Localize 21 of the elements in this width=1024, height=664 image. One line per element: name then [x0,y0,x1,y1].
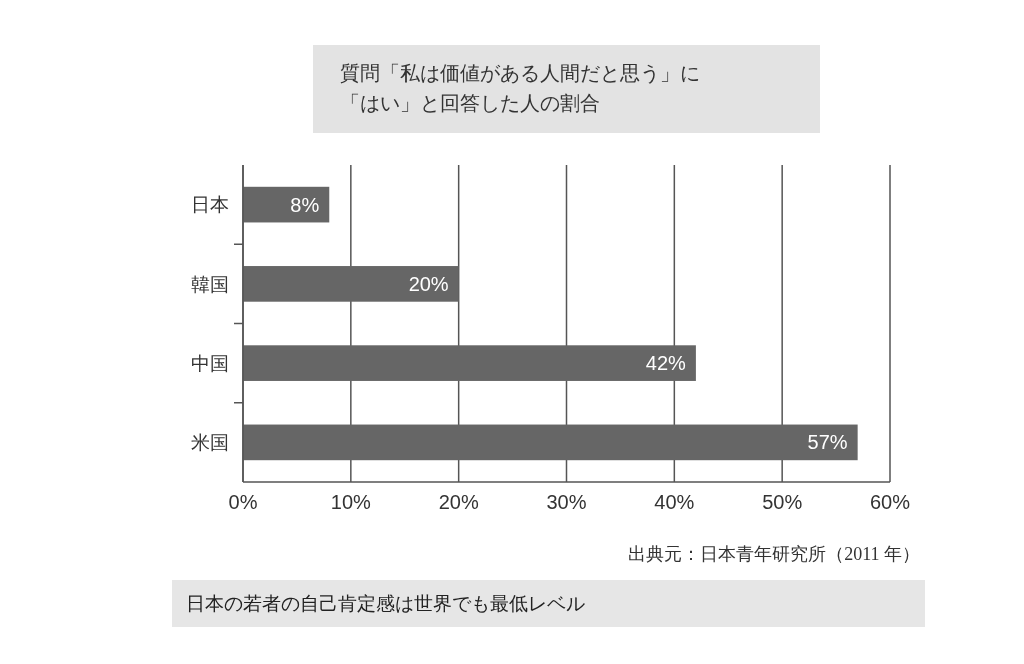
data-label: 57% [807,431,848,454]
y-tick-label: 韓国 [191,273,229,295]
y-tick-label: 日本 [191,194,229,216]
x-tick-label: 60% [869,491,911,513]
data-label: 8% [290,193,320,216]
chart-title: 質問「私は価値がある人間だと思う」に「はい」と回答した人の割合 [340,62,700,114]
text: 日本の若者の自己肯定感は世界でも最低レベル [186,593,585,614]
x-tick-label: 10% [330,491,372,513]
data-label: 42% [645,352,687,375]
x-tick-label: 0% [228,491,258,513]
y-tick-label: 米国 [191,432,229,454]
bar [243,345,696,381]
bar [243,424,858,461]
bar [243,266,459,302]
data-label: 20% [408,272,449,295]
x-tick-label: 40% [654,491,695,513]
x-tick-label: 30% [546,491,587,513]
x-tick-label: 20% [438,491,479,513]
x-tick-label: 50% [762,491,803,513]
y-tick-label: 中国 [191,352,229,374]
text: 出典元：日本青年研究所（2011 年） [628,544,920,564]
